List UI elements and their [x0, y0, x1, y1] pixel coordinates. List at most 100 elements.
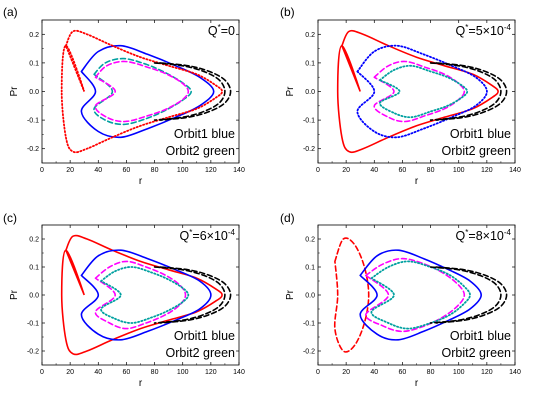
x-tick-label: 140	[509, 167, 521, 174]
orbit-annotation: Orbit1 blue	[450, 329, 511, 343]
y-tick-label: 0.0	[29, 89, 39, 96]
y-tick-label: -0.2	[303, 349, 315, 356]
x-tick-label: 40	[370, 167, 378, 174]
x-tick-label: 80	[427, 369, 435, 376]
orbit-series-4	[429, 266, 502, 324]
x-tick-label: 120	[481, 369, 493, 376]
series-group	[60, 234, 232, 356]
orbit-series-3	[100, 266, 190, 324]
x-tick-label: 80	[427, 167, 435, 174]
y-tick-label: 0.0	[305, 89, 315, 96]
plot-frame	[41, 224, 240, 366]
x-tick-label: 0	[40, 167, 44, 174]
q-parameter-label: Q*=8×10-4	[456, 228, 512, 243]
orbit-series-2	[94, 260, 187, 330]
x-tick-label: 20	[66, 167, 74, 174]
orbit-series-1	[356, 44, 488, 139]
y-axis-label: Pr	[285, 86, 296, 97]
y-tick-label: 0.2	[305, 237, 315, 244]
x-tick-label: 80	[151, 369, 159, 376]
y-tick-label: 0.0	[29, 293, 39, 300]
orbit-series-0	[333, 237, 370, 353]
orbit-series-4	[153, 266, 226, 324]
q-sup: *	[465, 23, 468, 32]
q-sup: *	[189, 228, 192, 237]
q-main: Q	[456, 24, 466, 38]
panel-label: (d)	[280, 211, 295, 225]
orbit-series-5	[435, 266, 508, 324]
q-suffix: =8×10	[468, 229, 504, 243]
orbit-series-0	[336, 29, 499, 154]
orbit-series-2	[365, 257, 466, 333]
y-tick-label: 0.2	[29, 32, 39, 39]
q-suffix: =5×10	[468, 24, 504, 38]
q-parameter-label: Q*=5×10-4	[456, 23, 512, 38]
x-tick-label: 20	[342, 369, 350, 376]
x-tick-label: 0	[316, 167, 320, 174]
x-tick-label: 100	[453, 167, 465, 174]
y-tick-label: -0.1	[27, 321, 39, 328]
y-tick-label: 0.1	[305, 265, 315, 272]
y-axis-label: Pr	[9, 86, 20, 97]
q-main: Q	[208, 24, 218, 38]
orbit-series-1	[93, 57, 193, 126]
x-axis-label: r	[415, 176, 419, 187]
orbit-series-0	[60, 234, 223, 356]
y-tick-label: -0.1	[27, 118, 39, 125]
plot-frame	[317, 224, 516, 366]
x-axis-label: r	[139, 176, 143, 187]
x-axis-label: r	[139, 378, 143, 389]
x-tick-label: 60	[399, 369, 407, 376]
orbit-annotation: Orbit1 blue	[174, 329, 235, 343]
series-group	[333, 237, 508, 353]
q-sup: *	[465, 228, 468, 237]
orbit-annotation: Orbit2 green	[442, 144, 512, 158]
y-tick-label: -0.2	[27, 146, 39, 153]
orbit-series-4	[429, 62, 502, 121]
panel-label: (a)	[3, 5, 18, 19]
x-tick-label: 100	[177, 369, 189, 376]
panel-d: (d) 0 20 40 60 80 100 120 140 -0.2 -0.1 0.0 0.1 0.2 r P…	[280, 211, 521, 389]
q-exponent: -4	[504, 228, 512, 237]
orbit-series-2	[94, 60, 190, 123]
orbit-annotation: Orbit1 blue	[450, 127, 511, 141]
q-sup: *	[218, 23, 221, 32]
q-suffix: =0	[221, 24, 235, 38]
y-axis-label: Pr	[285, 289, 296, 300]
orbit-series-0	[80, 44, 215, 139]
q-exponent: -4	[228, 228, 236, 237]
orbit-annotation: Orbit2 green	[166, 346, 236, 360]
q-parameter-label: Q*=6×10-4	[180, 228, 236, 243]
y-tick-label: 0.0	[305, 293, 315, 300]
x-tick-label: 60	[123, 167, 131, 174]
plot-frame	[317, 19, 516, 164]
panel-label: (b)	[280, 5, 295, 19]
series-group	[60, 29, 232, 154]
q-exponent: -4	[504, 23, 512, 32]
y-tick-label: -0.2	[303, 146, 315, 153]
orbit-series-3	[370, 260, 471, 330]
orbit-annotation: Orbit1 blue	[174, 127, 235, 141]
x-tick-label: 120	[205, 369, 217, 376]
x-tick-label: 140	[233, 369, 245, 376]
y-tick-label: -0.1	[303, 118, 315, 125]
orbit-series-2	[373, 60, 466, 123]
x-tick-label: 100	[177, 167, 189, 174]
y-tick-label: -0.2	[27, 349, 39, 356]
series-group	[336, 29, 508, 154]
q-main: Q	[180, 229, 190, 243]
panel-label: (c)	[3, 211, 17, 225]
y-tick-label: 0.2	[29, 237, 39, 244]
plot-frame	[41, 19, 240, 164]
y-tick-label: -0.1	[303, 321, 315, 328]
x-tick-label: 120	[205, 167, 217, 174]
q-parameter-label: Q*=0	[208, 23, 235, 38]
orbit-series-3	[379, 64, 469, 119]
x-tick-label: 120	[481, 167, 493, 174]
x-axis-label: r	[415, 378, 419, 389]
orbit-series-4	[153, 62, 226, 121]
y-axis-label: Pr	[9, 289, 20, 300]
x-tick-label: 140	[509, 369, 521, 376]
orbit-annotation: Orbit2 green	[442, 346, 512, 360]
